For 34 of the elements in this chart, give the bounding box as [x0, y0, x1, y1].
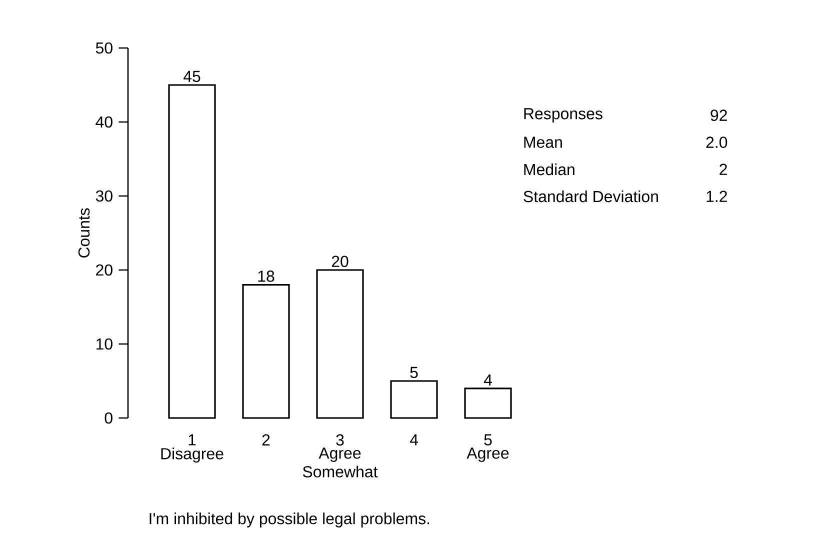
- text: 92: [710, 110, 727, 121]
- y-tick-label: 40: [96, 116, 112, 128]
- text: 1.2: [706, 190, 727, 202]
- data-label: 4: [484, 374, 492, 386]
- bar: [168, 84, 216, 419]
- y-tick-label: 0: [104, 412, 112, 424]
- data-label: 18: [258, 270, 274, 282]
- x-tick-label: 4: [410, 434, 418, 446]
- bar: [464, 388, 512, 419]
- text: Disagree: [161, 448, 224, 463]
- bar: [390, 380, 438, 419]
- y-tick-label: 20: [96, 264, 112, 276]
- bar: [316, 269, 364, 419]
- bar: [242, 284, 290, 419]
- y-axis-title: Counts: [78, 208, 90, 258]
- annotation: Standard Deviation: [524, 190, 658, 202]
- annotation: Responses: [524, 108, 602, 122]
- x-tick-label: 2: [262, 434, 270, 446]
- text: 2: [720, 164, 727, 175]
- data-label: 20: [332, 256, 348, 268]
- x-tick-label: 3: [336, 434, 344, 446]
- y-tick-label: 10: [96, 338, 112, 350]
- text: Agree Somewhat: [302, 448, 378, 478]
- y-tick-label: 30: [96, 190, 112, 202]
- y-tick-label: 50: [96, 42, 112, 54]
- x-tick-label: 1: [188, 434, 196, 446]
- annotation: Median: [524, 163, 574, 176]
- text: 2.0: [706, 136, 728, 148]
- text: I'm inhibited by possible legal problems.: [150, 512, 430, 528]
- annotation: Mean: [524, 136, 562, 148]
- data-label: 45: [183, 70, 200, 82]
- x-tick-label: 5: [484, 434, 492, 446]
- text: Agree: [466, 448, 509, 462]
- data-label: 5: [410, 366, 418, 378]
